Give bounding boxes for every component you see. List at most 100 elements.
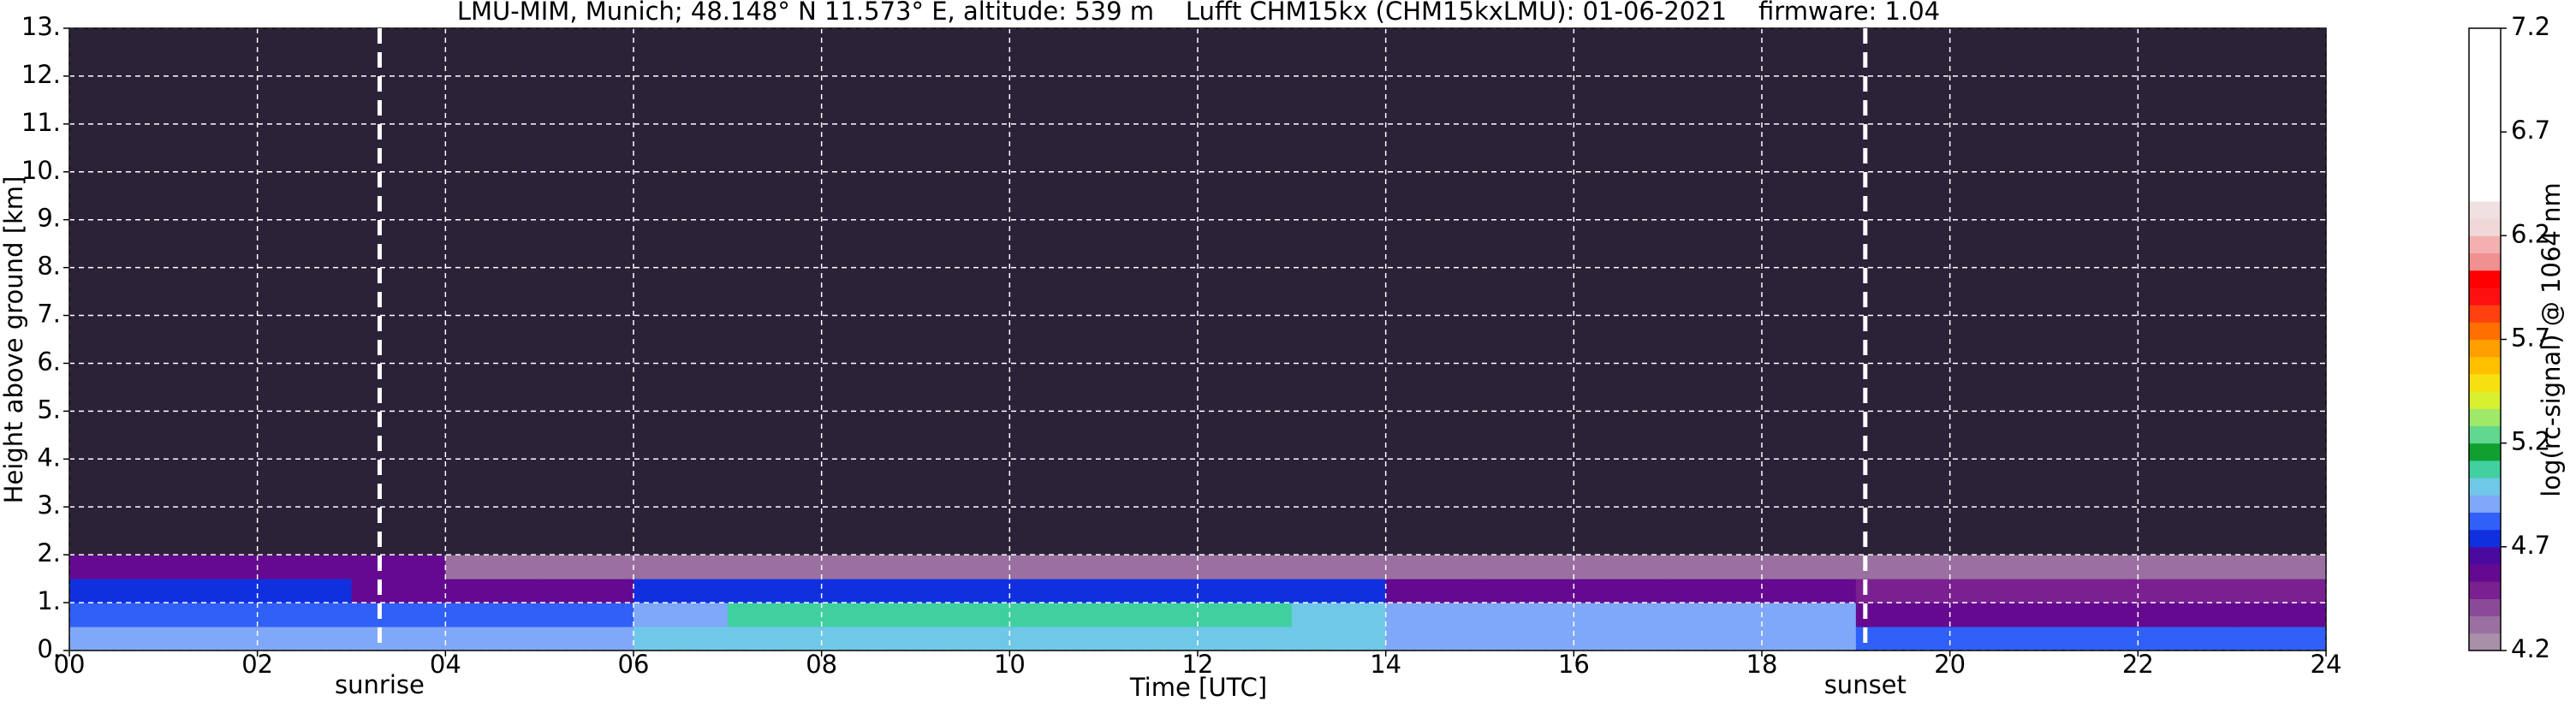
x-tick-label: 20 bbox=[1934, 650, 1966, 679]
heatmap-cell bbox=[1855, 627, 1951, 651]
heatmap-cell bbox=[351, 579, 446, 603]
y-tick-label: 12. bbox=[21, 60, 61, 89]
colorbar-swatch bbox=[2469, 495, 2501, 513]
colorbar-swatch bbox=[2469, 80, 2501, 98]
heatmap-cell bbox=[2232, 603, 2327, 627]
heatmap-cell bbox=[1198, 28, 1293, 556]
heatmap-cell bbox=[1385, 627, 1480, 651]
heatmap-cell bbox=[2232, 555, 2327, 579]
heatmap-cell bbox=[727, 603, 823, 627]
colorbar-tick-label: 5.2 bbox=[2511, 427, 2550, 456]
y-tick-label: 8. bbox=[37, 252, 61, 281]
x-tick-label: 16 bbox=[1558, 650, 1590, 679]
heatmap-cell bbox=[2138, 603, 2233, 627]
heatmap-cell bbox=[1949, 555, 2044, 579]
colorbar-swatch bbox=[2469, 460, 2501, 478]
heatmap-cell bbox=[1762, 579, 1857, 603]
heatmap-cell bbox=[1668, 555, 1763, 579]
heatmap-cell bbox=[69, 627, 164, 651]
heatmap-cell bbox=[445, 28, 540, 556]
colorbar-swatch bbox=[2469, 633, 2501, 651]
colorbar-swatch bbox=[2469, 270, 2501, 288]
x-axis-label: Time [UTC] bbox=[1129, 673, 1267, 702]
heatmap-cell bbox=[2138, 555, 2233, 579]
heatmap-cell bbox=[351, 28, 446, 556]
x-tick-label: 18 bbox=[1746, 650, 1778, 679]
heatmap-cell bbox=[2232, 627, 2327, 651]
colorbar-swatch bbox=[2469, 546, 2501, 565]
colorbar-swatch bbox=[2469, 564, 2501, 582]
heatmap-cell bbox=[915, 603, 1010, 627]
heatmap-cell bbox=[257, 28, 352, 556]
heatmap-cell bbox=[257, 627, 352, 651]
heatmap-cell bbox=[727, 627, 823, 651]
heatmap-cell bbox=[163, 627, 259, 651]
heatmap-cell bbox=[1104, 28, 1199, 556]
annotation-label: sunset bbox=[1824, 670, 1907, 699]
heatmap-cell bbox=[2044, 28, 2139, 556]
colorbar-swatch bbox=[2469, 132, 2501, 150]
colorbar-swatch bbox=[2469, 356, 2501, 375]
colorbar-swatch bbox=[2469, 45, 2501, 63]
heatmap-cell bbox=[539, 28, 634, 556]
heatmap-cell bbox=[1855, 603, 1951, 627]
heatmap-cell bbox=[539, 579, 634, 603]
heatmap-cell bbox=[1198, 555, 1293, 579]
heatmap-cell bbox=[1668, 28, 1763, 556]
heatmap-cell bbox=[1385, 28, 1480, 556]
heatmap-cell bbox=[163, 555, 259, 579]
colorbar-tick-label: 4.2 bbox=[2511, 634, 2550, 663]
heatmap-cell bbox=[1009, 603, 1104, 627]
heatmap-cell bbox=[915, 28, 1010, 556]
x-tick-label: 22 bbox=[2122, 650, 2154, 679]
heatmap-cell bbox=[1949, 603, 2044, 627]
x-tick-label: 02 bbox=[241, 650, 273, 679]
y-tick-label: 6. bbox=[37, 347, 61, 376]
heatmap-cell bbox=[69, 555, 164, 579]
heatmap-cell bbox=[1574, 28, 1669, 556]
heatmap-cell bbox=[1198, 579, 1293, 603]
colorbar-swatch bbox=[2469, 62, 2501, 81]
plot-frame bbox=[68, 27, 2327, 651]
heatmap-cell bbox=[727, 28, 823, 556]
colorbar-tick-label: 7.2 bbox=[2511, 12, 2550, 41]
colorbar-swatch bbox=[2469, 512, 2501, 531]
heatmap-cell bbox=[821, 603, 916, 627]
y-tick-label: 3. bbox=[37, 490, 61, 520]
colorbar-swatch bbox=[2469, 478, 2501, 496]
heatmap-cell bbox=[1574, 603, 1669, 627]
heatmap-cell bbox=[1949, 579, 2044, 603]
heatmap-cell bbox=[1198, 603, 1293, 627]
heatmap-cell bbox=[727, 555, 823, 579]
heatmap-cell bbox=[2232, 28, 2327, 556]
heatmap-cell bbox=[1855, 555, 1951, 579]
heatmap-cell bbox=[2138, 579, 2233, 603]
heatmap-cell bbox=[539, 627, 634, 651]
heatmap-cell bbox=[2232, 579, 2327, 603]
heatmap-cell bbox=[634, 28, 729, 556]
colorbar-swatch bbox=[2469, 253, 2501, 271]
colorbar-swatch bbox=[2469, 114, 2501, 133]
colorbar-swatch bbox=[2469, 287, 2501, 306]
heatmap-cell bbox=[821, 555, 916, 579]
heatmap-cell bbox=[163, 28, 259, 556]
heatmap-cell bbox=[915, 579, 1010, 603]
y-tick-label: 13. bbox=[21, 12, 61, 41]
heatmap-cell bbox=[2044, 579, 2139, 603]
heatmap-cell bbox=[351, 603, 446, 627]
heatmap-cell bbox=[2044, 603, 2139, 627]
heatmap-cell bbox=[1479, 28, 1574, 556]
y-tick-label: 0. bbox=[37, 634, 61, 663]
heatmap-cell bbox=[1104, 627, 1199, 651]
colorbar-swatch bbox=[2469, 339, 2501, 358]
heatmap-cell bbox=[1104, 579, 1199, 603]
heatmap-cell bbox=[1291, 579, 1387, 603]
colorbar-swatch bbox=[2469, 218, 2501, 236]
heatmap-cell bbox=[1198, 627, 1293, 651]
heatmap-cell bbox=[539, 555, 634, 579]
heatmap-cell bbox=[445, 603, 540, 627]
heatmap-cell bbox=[1479, 555, 1574, 579]
colorbar-swatch bbox=[2469, 235, 2501, 254]
y-tick-label: 7. bbox=[37, 300, 61, 329]
heatmap-cell bbox=[1291, 627, 1387, 651]
